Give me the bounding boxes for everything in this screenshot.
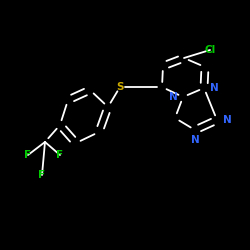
- Text: N: N: [168, 92, 177, 102]
- Text: F: F: [38, 170, 46, 180]
- Text: N: N: [210, 83, 218, 93]
- Text: F: F: [24, 150, 32, 160]
- Text: N: N: [191, 135, 200, 145]
- Text: F: F: [56, 150, 64, 160]
- Text: S: S: [116, 82, 124, 92]
- Text: N: N: [223, 115, 232, 125]
- Text: Cl: Cl: [204, 45, 216, 55]
